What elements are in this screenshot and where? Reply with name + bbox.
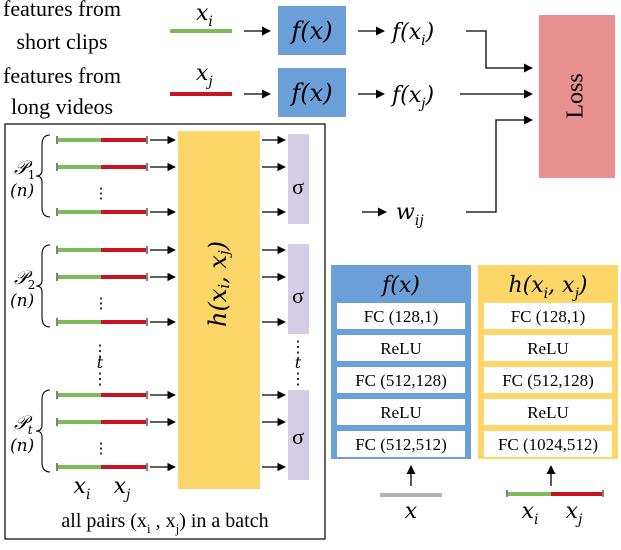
batch-panel bbox=[4, 123, 326, 540]
pair-vdots: ⋮ bbox=[94, 441, 109, 457]
f-x-j-output: f(xj) bbox=[390, 83, 434, 112]
f-arch-layer-label: ReLU bbox=[380, 339, 422, 358]
f-arch-layer-label: FC (128,1) bbox=[364, 307, 439, 326]
h-arch-layer-label: FC (512,128) bbox=[502, 371, 594, 390]
x-i-input-symbol: xi bbox=[196, 1, 213, 30]
f-box-bottom bbox=[278, 68, 346, 117]
connector-w-ij-to-loss bbox=[466, 115, 533, 213]
w-ij-symbol: wij bbox=[396, 200, 424, 229]
f-arch-layer-box bbox=[337, 303, 465, 329]
f-arch-layer-label: FC (512,512) bbox=[355, 435, 447, 454]
pair-bracket bbox=[56, 136, 148, 144]
x-j-input-symbol: xj bbox=[196, 61, 213, 90]
h-arch-frame bbox=[478, 265, 618, 459]
f-box-top-label: f(x) bbox=[289, 17, 332, 45]
pair-vdots: ⋮ bbox=[94, 296, 109, 312]
group-brace bbox=[35, 244, 51, 328]
f-arch-layer-box bbox=[337, 399, 465, 425]
loss-label: Loss bbox=[563, 73, 589, 118]
gap-t-pairs: t bbox=[97, 353, 104, 372]
f-arch-layer-label: ReLU bbox=[380, 403, 422, 422]
batch-caption: all pairs (xi , xj) in a batch bbox=[61, 510, 268, 536]
f-x-i-output: f(xi) bbox=[390, 20, 434, 49]
vdots-sigma-2: ⋮ bbox=[290, 371, 306, 388]
f-arch-layer-box bbox=[337, 367, 465, 393]
sigma-label-3: σ bbox=[292, 424, 304, 449]
group-label: 𝒫2 bbox=[14, 267, 35, 292]
f-architecture: f(x) FC (128,1) ReLU FC (512,128) ReLU FC (5… bbox=[331, 265, 471, 524]
short-clips-label-line1: features from bbox=[3, 0, 121, 21]
sigma-box-1 bbox=[288, 134, 309, 224]
h-arch-layer-label: ReLU bbox=[527, 403, 569, 422]
loss-box bbox=[539, 15, 615, 178]
sigma-box-2 bbox=[288, 244, 309, 334]
group-n-label: (n) bbox=[10, 181, 34, 201]
h-architecture: h(xi, xj) FC (128,1) ReLU FC (512,128) ReLU… bbox=[478, 265, 618, 528]
h-arch-layer-box bbox=[484, 399, 612, 425]
f-arch-layer-label: FC (512,128) bbox=[355, 371, 447, 390]
h-arch-layer-label: FC (128,1) bbox=[511, 307, 586, 326]
pair-group-1: ⋮ 𝒫1(n) bbox=[10, 134, 286, 218]
h-arch-input-x-j: xj bbox=[566, 499, 583, 528]
group-label: 𝒫1 bbox=[14, 157, 35, 182]
group-label: 𝒫t bbox=[14, 412, 33, 437]
h-arch-title: h(xi, xj) bbox=[509, 273, 588, 302]
f-arch-input-label: x bbox=[405, 499, 418, 524]
h-arch-layer-box bbox=[484, 431, 612, 457]
pair-bracket bbox=[56, 208, 148, 216]
pair-bracket bbox=[56, 391, 148, 399]
pair-bracket bbox=[56, 318, 148, 326]
h-arch-layer-box bbox=[484, 367, 612, 393]
group-n-label: (n) bbox=[10, 291, 34, 311]
short-clips-label-line2: short clips bbox=[16, 29, 107, 54]
h-arch-layer-label: ReLU bbox=[527, 339, 569, 358]
f-box-top bbox=[278, 6, 346, 55]
h-arch-layer-label: FC (1024,512) bbox=[498, 435, 598, 454]
h-arch-input-x-i: xi bbox=[522, 499, 539, 528]
f-arch-title: f(x) bbox=[380, 273, 420, 298]
group-brace bbox=[35, 134, 51, 218]
h-arch-layer-box bbox=[484, 335, 612, 361]
gap-t-sigma: t bbox=[295, 353, 302, 372]
pair-bracket bbox=[56, 273, 148, 281]
batch-x-j-label: xj bbox=[114, 474, 131, 503]
pair-vdots: ⋮ bbox=[94, 186, 109, 202]
f-arch-layers: FC (128,1) ReLU FC (512,128) ReLU FC (512,51… bbox=[337, 303, 465, 457]
long-videos-label-line2: long videos bbox=[11, 94, 113, 119]
sigma-box-3 bbox=[288, 390, 309, 480]
f-arch-frame bbox=[331, 265, 471, 459]
pair-bracket bbox=[56, 418, 148, 426]
sigma-label-2: σ bbox=[292, 283, 304, 308]
pair-bracket bbox=[56, 163, 148, 171]
pair-groups: ⋮𝒫1(n)⋮𝒫2(n)⋮𝒫t(n) bbox=[10, 134, 286, 473]
long-videos-label-line1: features from bbox=[3, 63, 121, 88]
h-arch-layer-box bbox=[484, 303, 612, 329]
f-box-bottom-label: f(x) bbox=[289, 79, 332, 107]
sigma-label-1: σ bbox=[292, 174, 304, 199]
pair-bracket bbox=[56, 463, 148, 471]
f-arch-layer-box bbox=[337, 431, 465, 457]
group-brace bbox=[35, 389, 51, 473]
h-pair-network-box bbox=[178, 131, 260, 489]
group-n-label: (n) bbox=[10, 436, 34, 456]
pair-group-2: ⋮ 𝒫2(n) bbox=[10, 244, 286, 328]
h-arch-input-brackets bbox=[506, 490, 604, 497]
h-arch-layers: FC (128,1) ReLU FC (512,128) ReLU FC (1024,5… bbox=[484, 303, 612, 457]
batch-x-i-label: xi bbox=[74, 474, 91, 503]
vdots-pairs-2: ⋮ bbox=[92, 371, 108, 388]
vdots-sigma: ⋮ bbox=[290, 339, 306, 356]
f-arch-layer-box bbox=[337, 335, 465, 361]
h-pair-network-label: h(xi, xj) bbox=[204, 241, 234, 327]
vdots-pairs: ⋮ bbox=[92, 343, 108, 360]
connector-fxi-to-loss bbox=[466, 30, 533, 73]
pair-group-3: ⋮ 𝒫t(n) bbox=[10, 389, 286, 473]
pair-bracket bbox=[56, 246, 148, 254]
